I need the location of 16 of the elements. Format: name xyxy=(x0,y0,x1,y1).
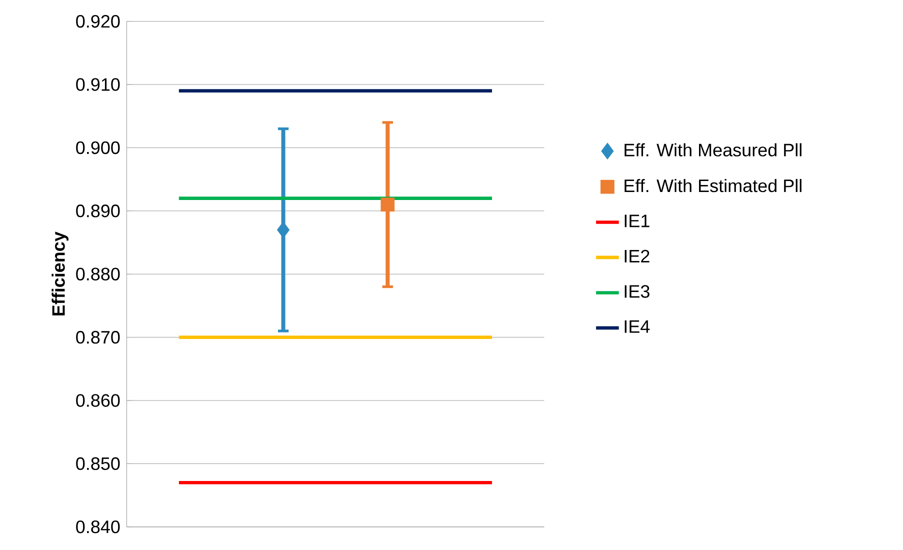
legend-label: Eff. With Estimated Pll xyxy=(624,179,802,192)
y-axis-title: Efficiency xyxy=(52,232,68,316)
y-tick-label: 0.920 xyxy=(76,15,120,28)
y-tick-label: 0.840 xyxy=(76,520,120,534)
legend-label: IE3 xyxy=(624,285,650,298)
y-tick-label: 0.910 xyxy=(76,78,120,92)
legend-label: Eff. With Measured Pll xyxy=(624,143,802,157)
y-tick-label: 0.900 xyxy=(76,142,120,154)
legend-label: IE2 xyxy=(624,250,650,263)
y-tick-label: 0.870 xyxy=(76,331,120,344)
y-tick-label: 0.890 xyxy=(76,204,120,218)
y-tick-label: 0.860 xyxy=(76,394,120,408)
legend-label: IE4 xyxy=(624,320,650,334)
y-tick-label: 0.880 xyxy=(76,268,120,281)
legend-label: IE1 xyxy=(624,214,650,228)
y-tick-label: 0.850 xyxy=(76,458,120,470)
